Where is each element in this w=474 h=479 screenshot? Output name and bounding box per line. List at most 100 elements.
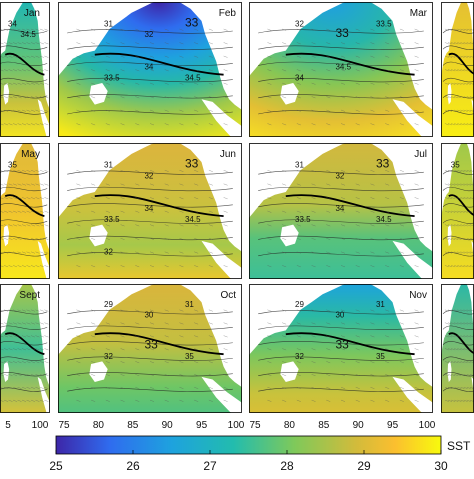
current-arrow (76, 197, 81, 200)
current-arrow (454, 309, 459, 312)
current-arrow (8, 224, 13, 227)
contour-label: 34.5 (20, 30, 36, 39)
current-arrow (447, 265, 453, 268)
current-arrow (91, 42, 96, 45)
current-arrow (208, 386, 213, 389)
current-arrow (454, 183, 459, 186)
current-arrow (76, 309, 81, 312)
current-arrow (447, 109, 453, 112)
current-arrow (30, 96, 36, 99)
current-arrow (414, 96, 419, 99)
current-arrow (223, 348, 228, 351)
current-arrow (457, 28, 462, 31)
current-arrow (208, 251, 213, 254)
current-arrow (179, 322, 184, 325)
current-arrow (91, 251, 96, 254)
current-arrow (267, 309, 272, 312)
current-arrow (120, 197, 125, 200)
current-arrow (35, 237, 40, 240)
current-arrow (8, 169, 13, 172)
contour-label: 33 (376, 156, 390, 170)
current-arrow (105, 309, 110, 312)
contour-label: 32 (295, 352, 304, 361)
contour-label: 31 (376, 300, 385, 309)
current-arrow (135, 109, 140, 112)
contour-label: 33.5 (376, 19, 392, 28)
contour-line (258, 203, 424, 208)
current-arrow (355, 309, 360, 312)
current-arrow (179, 361, 184, 364)
current-arrow (326, 69, 331, 72)
current-arrow (39, 386, 45, 389)
current-arrow (296, 386, 301, 389)
current-arrow (444, 109, 449, 112)
contour-line (442, 170, 474, 175)
contour-label: 31 (295, 160, 304, 169)
current-arrow (91, 96, 96, 99)
current-arrow (385, 169, 390, 172)
current-arrow (414, 123, 419, 126)
current-arrow (466, 169, 471, 172)
current-arrow (26, 28, 31, 31)
contour-line (442, 356, 474, 361)
current-arrow (355, 210, 360, 213)
current-arrow (460, 224, 465, 227)
current-arrow (414, 386, 419, 389)
current-arrow (208, 55, 213, 58)
current-arrow (76, 361, 81, 364)
current-arrow (17, 224, 22, 227)
current-arrow (17, 309, 22, 312)
x-tick-label: 85 (318, 420, 330, 431)
contour-line (258, 310, 424, 315)
current-arrow (35, 183, 40, 186)
current-arrow (179, 69, 184, 72)
current-arrow (267, 386, 272, 389)
current-arrow (8, 197, 13, 200)
current-arrow (311, 265, 316, 268)
current-arrow (26, 96, 31, 99)
current-arrow (385, 69, 390, 72)
current-arrow (30, 309, 36, 312)
current-arrow (399, 210, 404, 213)
current-arrow (460, 251, 465, 254)
current-arrow (463, 69, 468, 72)
current-arrow (149, 42, 155, 45)
current-arrow (26, 237, 31, 240)
current-arrow (457, 224, 462, 227)
current-arrow (282, 123, 287, 126)
current-arrow (451, 386, 456, 389)
current-arrow (149, 96, 155, 99)
contour-label: 33.5 (104, 215, 120, 224)
current-arrow (208, 28, 213, 31)
current-arrow (149, 265, 155, 268)
current-arrow (267, 348, 272, 351)
current-arrow (44, 265, 49, 268)
current-arrow (12, 42, 18, 45)
current-arrow (30, 55, 36, 58)
current-arrow (164, 322, 169, 325)
current-arrow (466, 335, 471, 338)
current-arrow (355, 361, 360, 364)
current-arrow (35, 251, 40, 254)
current-arrow (39, 55, 45, 58)
current-arrow (35, 348, 40, 351)
current-arrow (223, 183, 228, 186)
current-arrow (17, 42, 22, 45)
current-arrow (76, 169, 81, 172)
current-arrow (463, 210, 468, 213)
current-arrow (21, 183, 27, 186)
current-arrow (460, 322, 465, 325)
current-arrow (21, 265, 27, 268)
current-arrow (44, 96, 49, 99)
current-arrow (355, 265, 360, 268)
current-arrow (3, 82, 9, 85)
current-arrow (370, 374, 375, 377)
current-arrow (120, 224, 125, 227)
contour-line (442, 29, 474, 34)
current-arrow (454, 55, 459, 58)
current-arrow (414, 183, 419, 186)
current-arrow (35, 224, 40, 227)
current-arrow (39, 361, 45, 364)
current-arrow (208, 123, 213, 126)
panel-frame (0, 2, 50, 137)
